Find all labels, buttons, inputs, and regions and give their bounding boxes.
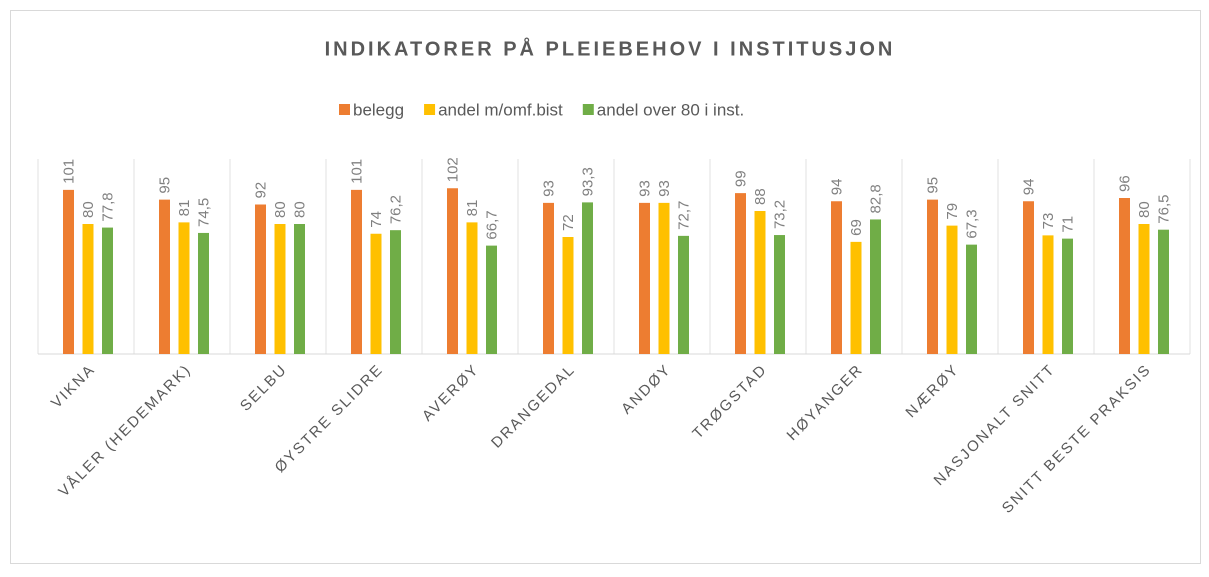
data-label: 93 [656, 180, 673, 197]
bar [831, 201, 842, 354]
bar [639, 202, 650, 354]
data-label: 73,2 [772, 200, 789, 229]
bar [486, 245, 497, 354]
bar [198, 232, 209, 354]
bar [562, 237, 574, 354]
legend-label: belegg [353, 100, 404, 119]
data-label: 81 [176, 200, 193, 217]
bar [1158, 229, 1169, 354]
data-label: 95 [925, 177, 942, 194]
data-label: 94 [1021, 179, 1038, 196]
data-label: 71 [1060, 216, 1077, 233]
legend-label: andel m/omf.bist [438, 100, 563, 119]
data-label: 88 [752, 188, 769, 205]
data-label: 93 [541, 180, 558, 197]
data-label: 93,3 [580, 167, 597, 196]
bar [255, 204, 266, 354]
bar [658, 202, 670, 354]
data-label: 94 [829, 179, 846, 196]
bar [466, 222, 478, 354]
bar [294, 224, 305, 354]
legend-swatch [424, 104, 436, 115]
bar [678, 235, 689, 354]
bar [447, 188, 458, 354]
bar [159, 199, 170, 354]
data-label: 76,5 [1156, 194, 1173, 223]
bar [754, 211, 766, 354]
bar [927, 199, 938, 354]
data-label: 74,5 [196, 198, 213, 227]
data-label: 66,7 [484, 210, 501, 239]
data-label: 81 [464, 200, 481, 217]
bar [274, 224, 286, 354]
data-label: 99 [733, 170, 750, 187]
data-label: 93 [637, 180, 654, 197]
data-label: 82,8 [868, 184, 885, 213]
bar [582, 202, 593, 354]
bar [178, 222, 190, 354]
data-label: 80 [80, 201, 97, 218]
bar [1138, 224, 1150, 354]
legend-label: andel over 80 i inst. [597, 100, 744, 119]
data-label: 72,7 [676, 201, 693, 230]
data-label: 95 [157, 177, 174, 194]
chart-title: INDIKATORER PÅ PLEIEBEHOV I INSTITUSJON [325, 36, 896, 60]
bar [102, 227, 113, 354]
data-label: 74 [368, 211, 385, 228]
bar [63, 189, 74, 354]
bar [543, 202, 554, 354]
data-label: 67,3 [964, 209, 981, 238]
legend-swatch [582, 104, 594, 115]
legend-swatch [339, 104, 350, 115]
bar [351, 189, 362, 354]
bar [850, 241, 862, 354]
bar [870, 219, 881, 354]
data-label: 72 [560, 214, 577, 231]
bar [946, 225, 958, 354]
data-label: 73 [1040, 213, 1057, 230]
data-label: 92 [253, 182, 270, 199]
data-label: 76,2 [388, 195, 405, 224]
bar [1062, 238, 1073, 354]
data-label: 80 [1136, 201, 1153, 218]
data-label: 77,8 [100, 192, 117, 221]
bar [1023, 201, 1034, 354]
bar [1042, 235, 1054, 354]
data-label: 101 [349, 159, 366, 184]
bar [82, 224, 94, 354]
data-label: 80 [292, 201, 309, 218]
data-label: 69 [848, 219, 865, 236]
data-label: 79 [944, 203, 961, 220]
bar [390, 230, 401, 354]
data-label: 102 [445, 157, 462, 182]
bar [966, 244, 977, 354]
bar [370, 233, 382, 354]
data-label: 101 [61, 159, 78, 184]
data-label: 80 [272, 201, 289, 218]
data-label: 96 [1117, 175, 1134, 192]
bar [1119, 198, 1130, 354]
bar [774, 235, 785, 354]
bar [735, 193, 746, 354]
